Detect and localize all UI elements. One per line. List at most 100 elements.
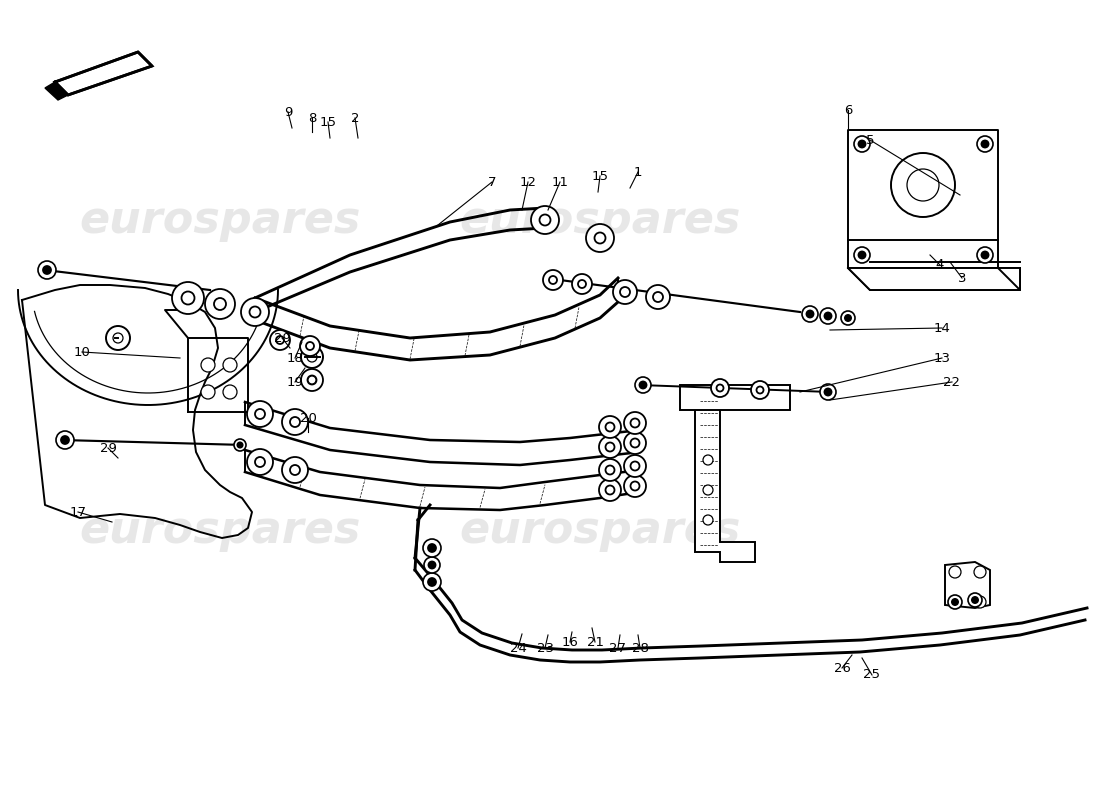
Text: 6: 6 <box>844 103 852 117</box>
Circle shape <box>952 599 958 605</box>
Circle shape <box>854 136 870 152</box>
Circle shape <box>428 562 436 569</box>
Text: 13: 13 <box>934 351 950 365</box>
Circle shape <box>600 459 621 481</box>
Text: 16: 16 <box>562 635 579 649</box>
Circle shape <box>624 432 646 454</box>
Circle shape <box>891 153 955 217</box>
Circle shape <box>630 462 639 470</box>
Text: 18: 18 <box>287 351 304 365</box>
Text: 29: 29 <box>100 442 117 454</box>
Circle shape <box>977 136 993 152</box>
Text: 12: 12 <box>519 175 537 189</box>
Circle shape <box>653 292 663 302</box>
Text: 22: 22 <box>944 375 960 389</box>
Circle shape <box>605 422 615 431</box>
Circle shape <box>820 308 836 324</box>
Circle shape <box>39 261 56 279</box>
Circle shape <box>586 224 614 252</box>
Text: eurospares: eurospares <box>79 509 361 551</box>
Text: 28: 28 <box>631 642 648 654</box>
Circle shape <box>255 457 265 467</box>
Circle shape <box>613 280 637 304</box>
Circle shape <box>703 455 713 465</box>
Circle shape <box>301 346 323 368</box>
Circle shape <box>424 573 441 591</box>
Circle shape <box>56 431 74 449</box>
Polygon shape <box>55 52 152 95</box>
Circle shape <box>605 466 615 474</box>
Circle shape <box>854 247 870 263</box>
Circle shape <box>270 330 290 350</box>
Circle shape <box>845 315 851 321</box>
Circle shape <box>290 417 300 427</box>
Polygon shape <box>695 390 755 562</box>
Circle shape <box>578 280 586 288</box>
Text: 27: 27 <box>609 642 627 654</box>
Circle shape <box>424 557 440 573</box>
Polygon shape <box>848 268 1020 290</box>
Circle shape <box>716 385 724 391</box>
Text: 10: 10 <box>74 346 90 358</box>
Text: 4: 4 <box>936 258 944 271</box>
Circle shape <box>306 342 313 350</box>
Circle shape <box>307 352 317 362</box>
Text: 1: 1 <box>634 166 642 178</box>
Circle shape <box>820 384 836 400</box>
Circle shape <box>600 416 621 438</box>
Circle shape <box>972 597 978 603</box>
Circle shape <box>630 438 639 447</box>
Circle shape <box>646 285 670 309</box>
Text: 17: 17 <box>69 506 87 518</box>
Circle shape <box>428 578 436 586</box>
Circle shape <box>248 401 273 427</box>
Circle shape <box>949 566 961 578</box>
Text: 26: 26 <box>834 662 850 674</box>
Circle shape <box>301 369 323 391</box>
Circle shape <box>543 270 563 290</box>
Circle shape <box>290 465 300 475</box>
Circle shape <box>605 486 615 494</box>
Text: eurospares: eurospares <box>79 198 361 242</box>
Text: 25: 25 <box>864 669 880 682</box>
Circle shape <box>974 566 986 578</box>
Circle shape <box>60 436 69 444</box>
Circle shape <box>824 312 832 319</box>
Circle shape <box>703 485 713 495</box>
Circle shape <box>630 482 639 490</box>
Circle shape <box>300 336 320 356</box>
Polygon shape <box>945 562 990 608</box>
Circle shape <box>751 381 769 399</box>
Circle shape <box>201 358 214 372</box>
Circle shape <box>106 326 130 350</box>
Circle shape <box>172 282 204 314</box>
Circle shape <box>238 442 243 448</box>
Circle shape <box>858 141 866 147</box>
Circle shape <box>949 596 961 608</box>
Text: 3: 3 <box>958 271 966 285</box>
Text: 8: 8 <box>308 111 316 125</box>
Text: 24: 24 <box>509 642 527 654</box>
Circle shape <box>205 289 235 319</box>
Text: 11: 11 <box>551 175 569 189</box>
Circle shape <box>757 386 763 394</box>
Circle shape <box>182 291 195 305</box>
Circle shape <box>620 287 630 297</box>
Polygon shape <box>998 268 1020 290</box>
Circle shape <box>424 539 441 557</box>
Circle shape <box>624 412 646 434</box>
Circle shape <box>282 457 308 483</box>
Text: 21: 21 <box>586 635 604 649</box>
Circle shape <box>600 436 621 458</box>
Circle shape <box>223 358 236 372</box>
Text: eurospares: eurospares <box>460 198 740 242</box>
Text: 19: 19 <box>287 375 304 389</box>
Circle shape <box>842 311 855 325</box>
Circle shape <box>824 388 832 396</box>
Circle shape <box>594 233 605 243</box>
Circle shape <box>948 595 962 609</box>
Circle shape <box>428 544 436 552</box>
Circle shape <box>802 306 818 322</box>
Circle shape <box>624 455 646 477</box>
Text: 2: 2 <box>351 111 360 125</box>
